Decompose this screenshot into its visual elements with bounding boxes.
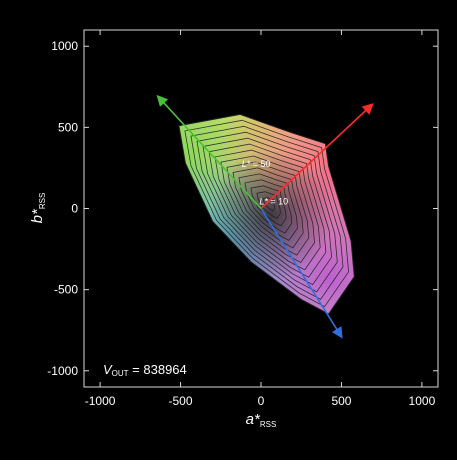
axis-vector [260, 208, 343, 339]
axis-ticks: -1000 -500 0 500 1000 1000 500 0 -500 -1000 [47, 30, 438, 408]
y-tick-label: -500 [54, 283, 78, 297]
contour-line [190, 125, 344, 300]
y-tick-label: -1000 [47, 364, 78, 378]
lightness-label: L* = 50 [242, 159, 271, 169]
y-tick-label: 0 [71, 202, 78, 216]
axis-vectors [156, 94, 374, 339]
contour-line [214, 149, 321, 271]
x-tick-label: 0 [258, 394, 265, 408]
contour-line [208, 143, 327, 278]
axis-vector [156, 94, 262, 210]
x-tick-label: 1000 [409, 394, 436, 408]
contour-line [184, 119, 350, 308]
x-tick-label: -1000 [85, 394, 116, 408]
x-tick-label: 500 [331, 394, 351, 408]
annotations: L* = 50 L* = 10 [242, 159, 288, 206]
contour-line [250, 185, 287, 227]
y-axis-label: b*RSS [29, 193, 47, 224]
contour-line [262, 197, 276, 212]
contour-line [256, 191, 281, 219]
y-tick-label: 500 [58, 120, 78, 134]
y-tick-label: 1000 [51, 39, 78, 53]
x-axis-label: a*RSS [246, 411, 277, 429]
contour-line [220, 155, 315, 264]
contour-line [202, 137, 333, 286]
x-tick-label: -500 [169, 394, 193, 408]
gamut-outline [178, 113, 355, 315]
lightness-label: L* = 10 [259, 196, 288, 206]
vout-annotation: VOUT = 838964 [103, 362, 187, 378]
axis-vector [260, 103, 374, 210]
contour-line [196, 131, 338, 293]
